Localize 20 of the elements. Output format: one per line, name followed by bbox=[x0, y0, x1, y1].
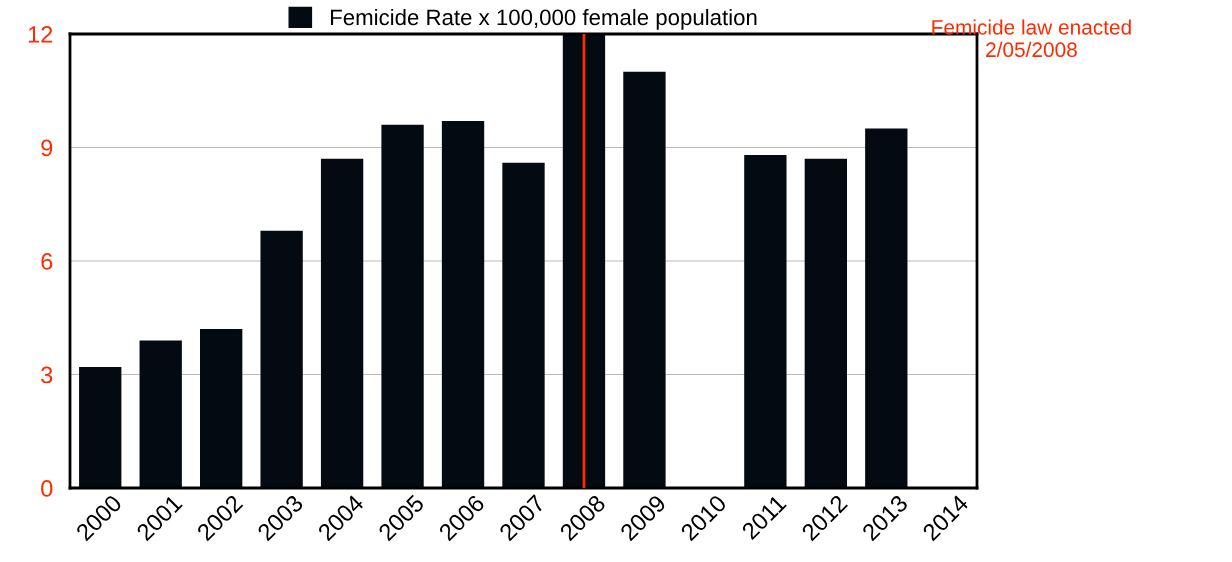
bar bbox=[441, 121, 485, 488]
bar bbox=[865, 128, 908, 488]
bar bbox=[562, 34, 606, 488]
y-tick-label: 3 bbox=[41, 366, 53, 384]
legend-label: Femicide Rate x 100,000 female population bbox=[331, 8, 757, 30]
bar bbox=[381, 124, 424, 488]
bar bbox=[200, 329, 243, 488]
y-tick-label: 12 bbox=[28, 26, 53, 43]
y-tick-label: 6 bbox=[41, 253, 53, 270]
bar bbox=[804, 158, 847, 488]
bar bbox=[79, 366, 122, 488]
bar bbox=[744, 155, 787, 488]
y-tick-label: 9 bbox=[41, 139, 53, 157]
ref-line-label: Femicide law enacted 2/05/2008 bbox=[932, 19, 1131, 58]
bar bbox=[502, 162, 545, 488]
bar bbox=[623, 71, 666, 488]
bar bbox=[139, 340, 182, 488]
bar bbox=[320, 158, 364, 488]
bar bbox=[260, 230, 303, 488]
y-tick-label: 0 bbox=[41, 480, 53, 497]
